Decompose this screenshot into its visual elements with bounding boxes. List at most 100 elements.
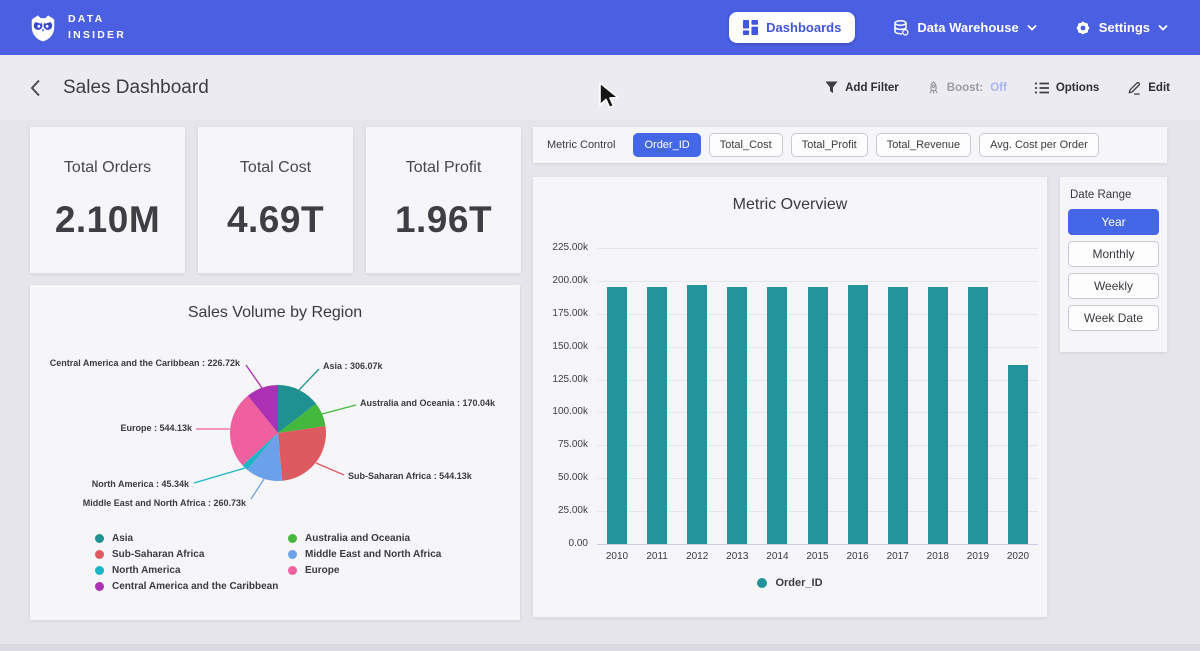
add-filter-label: Add Filter [845, 82, 899, 94]
pencil-icon [1127, 81, 1141, 95]
x-axis-tick: 2012 [677, 551, 717, 562]
bar-2014[interactable] [767, 287, 787, 544]
legend-text: Middle East and North Africa [305, 549, 441, 560]
y-axis-tick: 200.00k [536, 275, 588, 286]
x-axis-tick: 2020 [998, 551, 1038, 562]
add-filter-button[interactable]: Add Filter [825, 81, 899, 94]
back-button[interactable] [30, 79, 41, 97]
x-axis-tick: 2013 [717, 551, 757, 562]
nav-data-warehouse-menu[interactable]: Data Warehouse [893, 20, 1036, 36]
pie-legend: Asia Australia and Oceania Sub-Saharan Afr… [95, 533, 441, 592]
legend-item-central-america-and-the-caribbean: Central America and the Caribbean [95, 581, 288, 592]
brand-logo[interactable]: DATA INSIDER [28, 12, 126, 42]
sales-volume-panel: Sales Volume by Region Asia : 306.07kAus… [30, 285, 520, 620]
legend-item-europe: Europe [288, 565, 441, 576]
gridline [597, 281, 1038, 282]
bottom-scrollbar-track[interactable] [0, 644, 1200, 651]
legend-item-asia: Asia [95, 533, 288, 544]
nav-settings-label: Settings [1099, 20, 1150, 35]
bar-2019[interactable] [968, 287, 988, 544]
y-axis-tick: 225.00k [536, 242, 588, 253]
date-range-weekly[interactable]: Weekly [1068, 273, 1159, 299]
metric-option-order-id[interactable]: Order_ID [633, 133, 700, 157]
legend-text: Europe [305, 565, 339, 576]
legend-item-australia-and-oceania: Australia and Oceania [288, 533, 441, 544]
brand-line1: DATA [68, 12, 126, 27]
legend-text: Australia and Oceania [305, 533, 410, 544]
bar-2010[interactable] [607, 287, 627, 544]
metric-option-total-cost[interactable]: Total_Cost [709, 133, 783, 157]
kpi-label: Total Profit [366, 159, 521, 177]
bar-2017[interactable] [888, 287, 908, 544]
y-axis-tick: 100.00k [536, 406, 588, 417]
bar-chart: 0.0025.00k50.00k75.00k100.00k125.00k150.… [533, 177, 1047, 617]
legend-dot [288, 566, 297, 575]
owl-logo-icon [28, 13, 58, 43]
y-axis-tick: 175.00k [536, 308, 588, 319]
legend-dot [95, 550, 104, 559]
brand-line2: INSIDER [68, 28, 126, 43]
pie-leader-line [194, 468, 245, 483]
gridline [597, 544, 1038, 545]
page-title: Sales Dashboard [63, 77, 209, 99]
bar-2015[interactable] [808, 287, 828, 544]
date-range-monthly[interactable]: Monthly [1068, 241, 1159, 267]
x-axis-tick: 2011 [637, 551, 677, 562]
kpi-card-total-profit: Total Profit 1.96T [366, 127, 521, 273]
y-axis-tick: 75.00k [536, 439, 588, 450]
kpi-value: 2.10M [30, 199, 185, 241]
edit-label: Edit [1148, 82, 1170, 94]
date-range-year[interactable]: Year [1068, 209, 1159, 235]
kpi-label: Total Orders [30, 159, 185, 177]
metric-option-avg-cost-per-order[interactable]: Avg. Cost per Order [979, 133, 1099, 157]
x-axis-tick: 2017 [878, 551, 918, 562]
bar-2012[interactable] [687, 285, 707, 544]
bar-2013[interactable] [727, 287, 747, 544]
bar-2020[interactable] [1008, 365, 1028, 544]
pie-leader-line [299, 369, 319, 390]
chevron-down-icon [1027, 24, 1037, 31]
pie-slice-label-north-america: North America : 45.34k [92, 479, 189, 489]
bar-2016[interactable] [848, 285, 868, 544]
database-icon [893, 20, 909, 36]
list-icon [1035, 82, 1049, 94]
bar-chart-legend: Order_ID [533, 577, 1047, 589]
y-axis-tick: 125.00k [536, 374, 588, 385]
nav-dashboards-button[interactable]: Dashboards [729, 12, 855, 43]
nav-settings-menu[interactable]: Settings [1075, 20, 1168, 36]
kpi-value: 1.96T [366, 199, 521, 241]
pie-slice-sub-saharan-africa[interactable] [278, 426, 326, 481]
metric-option-total-profit[interactable]: Total_Profit [791, 133, 868, 157]
pie-leader-line [322, 405, 356, 414]
x-axis-tick: 2019 [958, 551, 998, 562]
y-axis-tick: 0.00 [536, 538, 588, 549]
metric-overview-panel: Metric Overview 0.0025.00k50.00k75.00k10… [533, 177, 1047, 617]
rocket-icon [927, 81, 940, 95]
legend-dot [288, 550, 297, 559]
gear-icon [1075, 20, 1091, 36]
pie-leader-line [246, 365, 262, 388]
filter-funnel-icon [825, 81, 838, 94]
metric-control-label: Metric Control [547, 139, 615, 151]
pie-slice-label-sub-saharan-africa: Sub-Saharan Africa : 544.13k [348, 471, 472, 481]
dashboards-grid-icon [743, 20, 758, 35]
bar-2011[interactable] [647, 287, 667, 544]
bar-2018[interactable] [928, 287, 948, 544]
date-range-week-date[interactable]: Week Date [1068, 305, 1159, 331]
legend-item-middle-east-and-north-africa: Middle East and North Africa [288, 549, 441, 560]
boost-toggle[interactable]: Boost: Off [927, 81, 1007, 95]
legend-label: Order_ID [775, 577, 822, 589]
chevron-down-icon [1158, 24, 1168, 31]
legend-text: North America [112, 565, 181, 576]
y-axis-tick: 25.00k [536, 505, 588, 516]
date-range-label: Date Range [1070, 189, 1159, 201]
edit-button[interactable]: Edit [1127, 81, 1170, 95]
options-button[interactable]: Options [1035, 82, 1099, 94]
metric-control-bar: Metric Control Order_ID Total_Cost Total_P… [533, 127, 1167, 163]
pie-slice-label-central-america-and-the-caribbean: Central America and the Caribbean : 226.… [50, 358, 240, 368]
legend-item-sub-saharan-africa: Sub-Saharan Africa [95, 549, 288, 560]
metric-option-total-revenue[interactable]: Total_Revenue [876, 133, 971, 157]
boost-value: Off [990, 82, 1007, 94]
kpi-card-total-orders: Total Orders 2.10M [30, 127, 185, 273]
x-axis-tick: 2016 [838, 551, 878, 562]
